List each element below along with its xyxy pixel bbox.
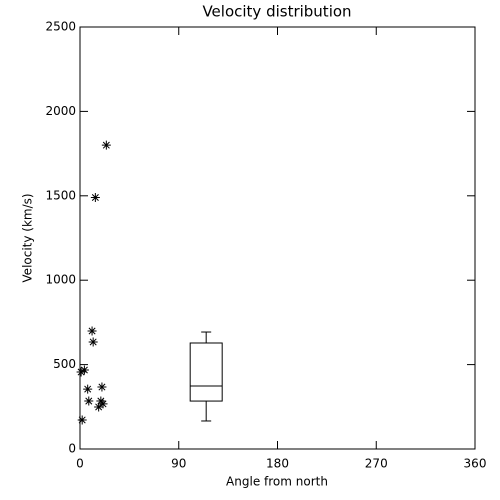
y-axis-label: Velocity (km/s) xyxy=(21,193,35,282)
y-tick-label: 500 xyxy=(53,357,76,371)
asterisk-point xyxy=(84,396,94,406)
asterisk-point xyxy=(79,365,89,375)
x-tick-label: 360 xyxy=(464,457,487,471)
asterisk-point xyxy=(76,367,86,377)
asterisk-point xyxy=(77,415,87,425)
asterisk-point xyxy=(94,402,104,412)
asterisk-point xyxy=(88,337,98,347)
chart-title: Velocity distribution xyxy=(202,3,351,21)
asterisk-point xyxy=(87,326,97,336)
asterisk-point xyxy=(101,140,111,150)
y-tick-label: 0 xyxy=(68,442,76,456)
asterisk-point xyxy=(97,382,107,392)
x-tick-label: 90 xyxy=(171,457,186,471)
box-iqr xyxy=(189,342,223,402)
x-tick-label: 270 xyxy=(365,457,388,471)
x-tick-label: 0 xyxy=(76,457,84,471)
y-tick-label: 1000 xyxy=(45,273,76,287)
y-tick-label: 2500 xyxy=(45,20,76,34)
asterisk-point xyxy=(98,399,108,409)
plot-frame xyxy=(79,26,476,450)
y-tick-label: 1500 xyxy=(45,188,76,202)
x-axis-label: Angle from north xyxy=(226,475,328,489)
y-tick-label: 2000 xyxy=(45,104,76,118)
x-tick-label: 180 xyxy=(266,457,289,471)
asterisk-point xyxy=(83,384,93,394)
asterisk-point xyxy=(90,192,100,202)
